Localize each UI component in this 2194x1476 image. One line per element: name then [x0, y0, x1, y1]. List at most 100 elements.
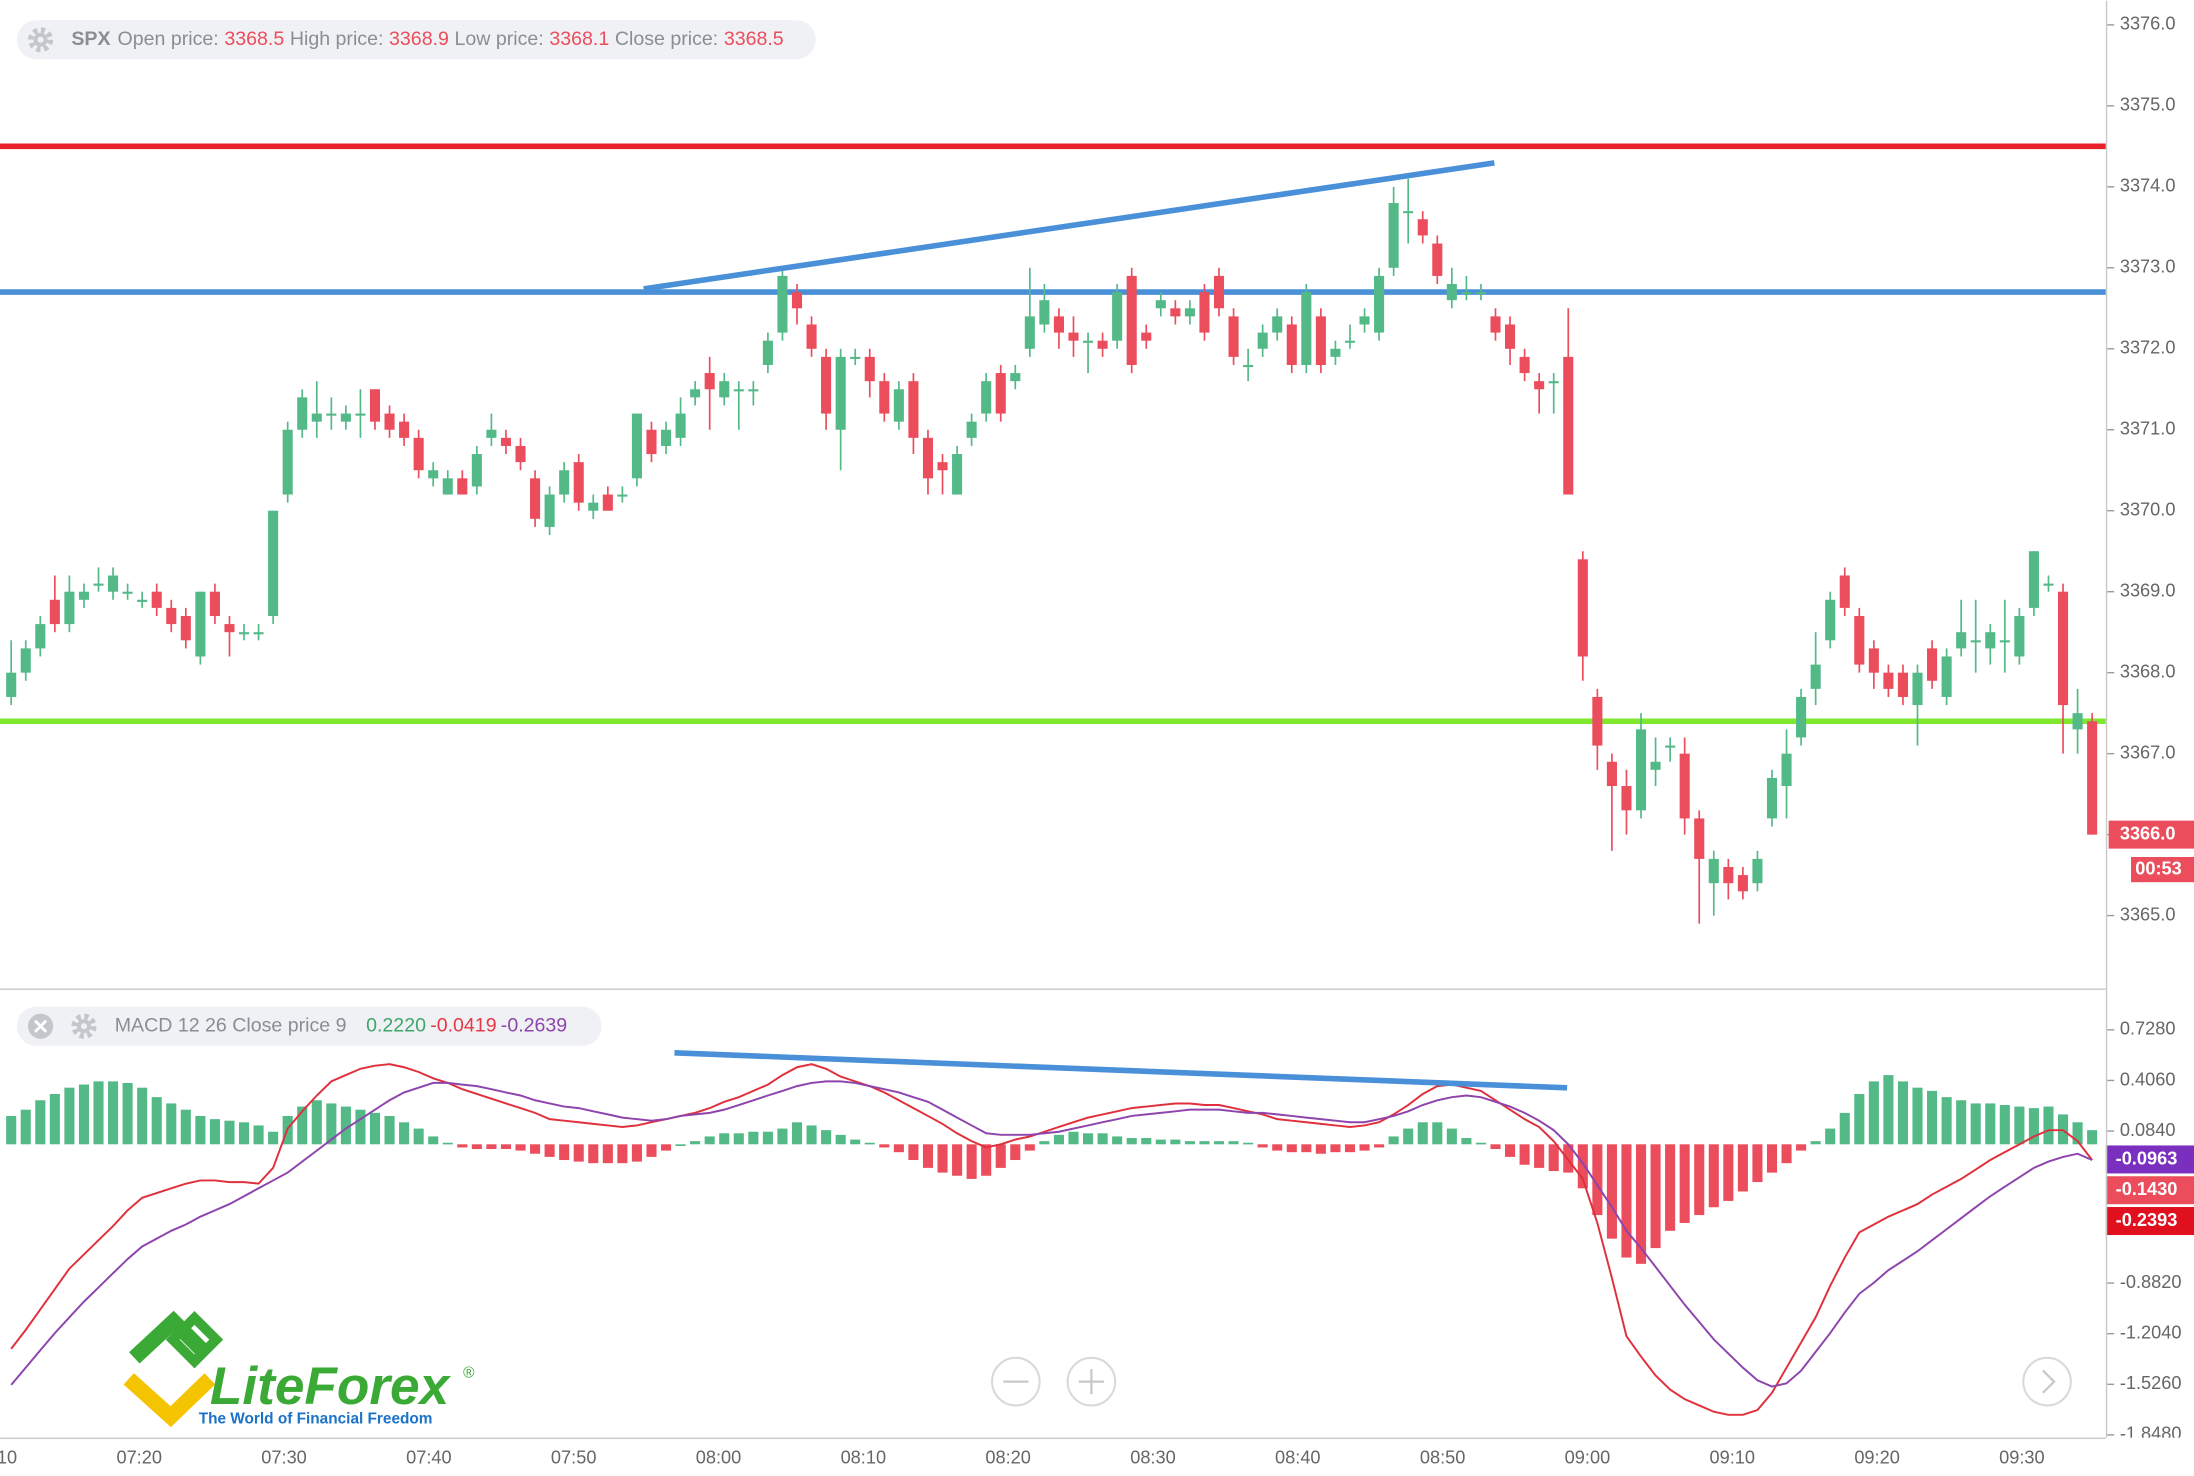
- histogram-bar: [1970, 1103, 1981, 1145]
- histogram-bar: [2072, 1122, 2083, 1145]
- histogram-bar: [1534, 1144, 1545, 1168]
- histogram-bar: [1170, 1139, 1181, 1145]
- candle-body: [966, 421, 977, 438]
- histogram-bar: [1126, 1138, 1137, 1145]
- histogram-bar: [1927, 1090, 1938, 1145]
- histogram-bar: [1286, 1144, 1297, 1153]
- candle-body: [1068, 332, 1079, 341]
- candle-body: [748, 389, 759, 392]
- candle-body: [209, 591, 220, 616]
- histogram-bar: [1359, 1144, 1370, 1151]
- scroll-right-button[interactable]: [2022, 1356, 2072, 1407]
- settings-icon[interactable]: [71, 1013, 97, 1039]
- candle-body: [1170, 308, 1181, 317]
- candle-body: [2014, 615, 2025, 657]
- histogram-bar: [413, 1128, 424, 1145]
- histogram-bar: [151, 1097, 162, 1145]
- histogram-bar: [1475, 1142, 1486, 1145]
- field-label: Open price:: [118, 28, 219, 50]
- histogram-bar: [1432, 1122, 1443, 1145]
- histogram-bar: [1228, 1141, 1239, 1145]
- value-label: -0.2393: [2116, 1210, 2178, 1230]
- candle-body: [1897, 672, 1908, 697]
- histogram-bar: [1766, 1144, 1778, 1173]
- histogram-bar: [2043, 1106, 2054, 1145]
- candle-body: [1592, 696, 1603, 746]
- x-tick-label: 09:10: [1709, 1447, 1755, 1467]
- histogram-bar: [1199, 1141, 1210, 1145]
- candle-body: [1374, 275, 1385, 333]
- zoom-in-button[interactable]: [1066, 1356, 1117, 1407]
- histogram-bar: [195, 1115, 206, 1145]
- candle-body: [530, 478, 541, 519]
- macd-legend: MACD 12 26 Close price 9 0.2220 -0.0419 -0.…: [16, 1006, 602, 1046]
- histogram-bar: [2028, 1108, 2039, 1145]
- candle-body: [282, 429, 293, 495]
- histogram-bar: [180, 1109, 191, 1145]
- x-tick-label: 08:10: [841, 1447, 887, 1467]
- legend-background: [16, 1006, 602, 1046]
- histogram-bar: [1956, 1100, 1967, 1145]
- candle-body: [631, 413, 642, 479]
- candle-body: [6, 672, 17, 697]
- y-tick-label: 3369.0: [2120, 581, 2176, 601]
- candle-body: [64, 591, 75, 625]
- candle-body: [1635, 729, 1647, 811]
- settings-icon[interactable]: [27, 27, 54, 53]
- candle-body: [1301, 292, 1312, 365]
- histogram-bar: [268, 1131, 279, 1145]
- histogram-bar: [1941, 1097, 1952, 1145]
- indicator-value: 0.2220: [366, 1014, 426, 1036]
- histogram-bar: [93, 1081, 104, 1145]
- histogram-bar: [1403, 1128, 1414, 1145]
- histogram-bar: [1665, 1144, 1676, 1231]
- candle-body: [690, 389, 701, 398]
- legend: SPX Open price: 3368.5 High price: 3368.9 Low…: [16, 20, 816, 60]
- candle-body: [137, 599, 148, 602]
- price-panel: [0, 143, 2106, 924]
- histogram-bar: [821, 1130, 832, 1145]
- histogram-bar: [1315, 1144, 1326, 1154]
- macd-line: [10, 1063, 2093, 1416]
- x-tick-label: 07:30: [261, 1447, 307, 1467]
- histogram-bar: [1999, 1104, 2010, 1145]
- field-label: Close price:: [615, 28, 718, 50]
- histogram-bar: [20, 1109, 31, 1145]
- candle-body: [1272, 316, 1283, 333]
- histogram-bar: [631, 1144, 642, 1162]
- histogram-bar: [500, 1144, 512, 1150]
- candle-body: [20, 648, 31, 673]
- histogram-bar: [64, 1087, 75, 1145]
- legend-background: [16, 20, 816, 60]
- y-tick-label: -1.2040: [2120, 1322, 2182, 1342]
- histogram-bar: [762, 1131, 773, 1145]
- histogram-bar: [908, 1144, 919, 1161]
- histogram-bar: [1388, 1136, 1399, 1145]
- candle-body: [1359, 316, 1370, 325]
- candle-body: [1344, 340, 1356, 343]
- x-tick-label: 07:50: [551, 1447, 597, 1467]
- candle-body: [1708, 858, 1719, 884]
- histogram-bar: [704, 1136, 715, 1145]
- candle-body: [268, 510, 279, 616]
- candle-body: [1810, 664, 1821, 689]
- candle-body: [1475, 292, 1486, 295]
- candle-body: [311, 413, 322, 422]
- histogram-bar: [1737, 1144, 1748, 1192]
- candle-body: [1519, 356, 1530, 374]
- candle-body: [791, 292, 803, 309]
- candle-body: [35, 624, 46, 649]
- candle-body: [893, 389, 904, 422]
- histogram-bar: [748, 1131, 759, 1145]
- close-icon[interactable]: [27, 1013, 54, 1039]
- histogram-bar: [49, 1093, 60, 1145]
- x-tick-label: 08:40: [1275, 1447, 1321, 1467]
- zoom-out-button[interactable]: [991, 1356, 1041, 1407]
- candle-body: [457, 478, 468, 495]
- candle-body: [151, 591, 162, 608]
- logo: LiteForex ® The World of Financial Freed…: [123, 1310, 475, 1427]
- histogram-bar: [690, 1141, 701, 1145]
- x-tick-label: 09:20: [1854, 1447, 1900, 1467]
- candle-body: [1141, 332, 1152, 341]
- histogram-bar: [1490, 1144, 1501, 1150]
